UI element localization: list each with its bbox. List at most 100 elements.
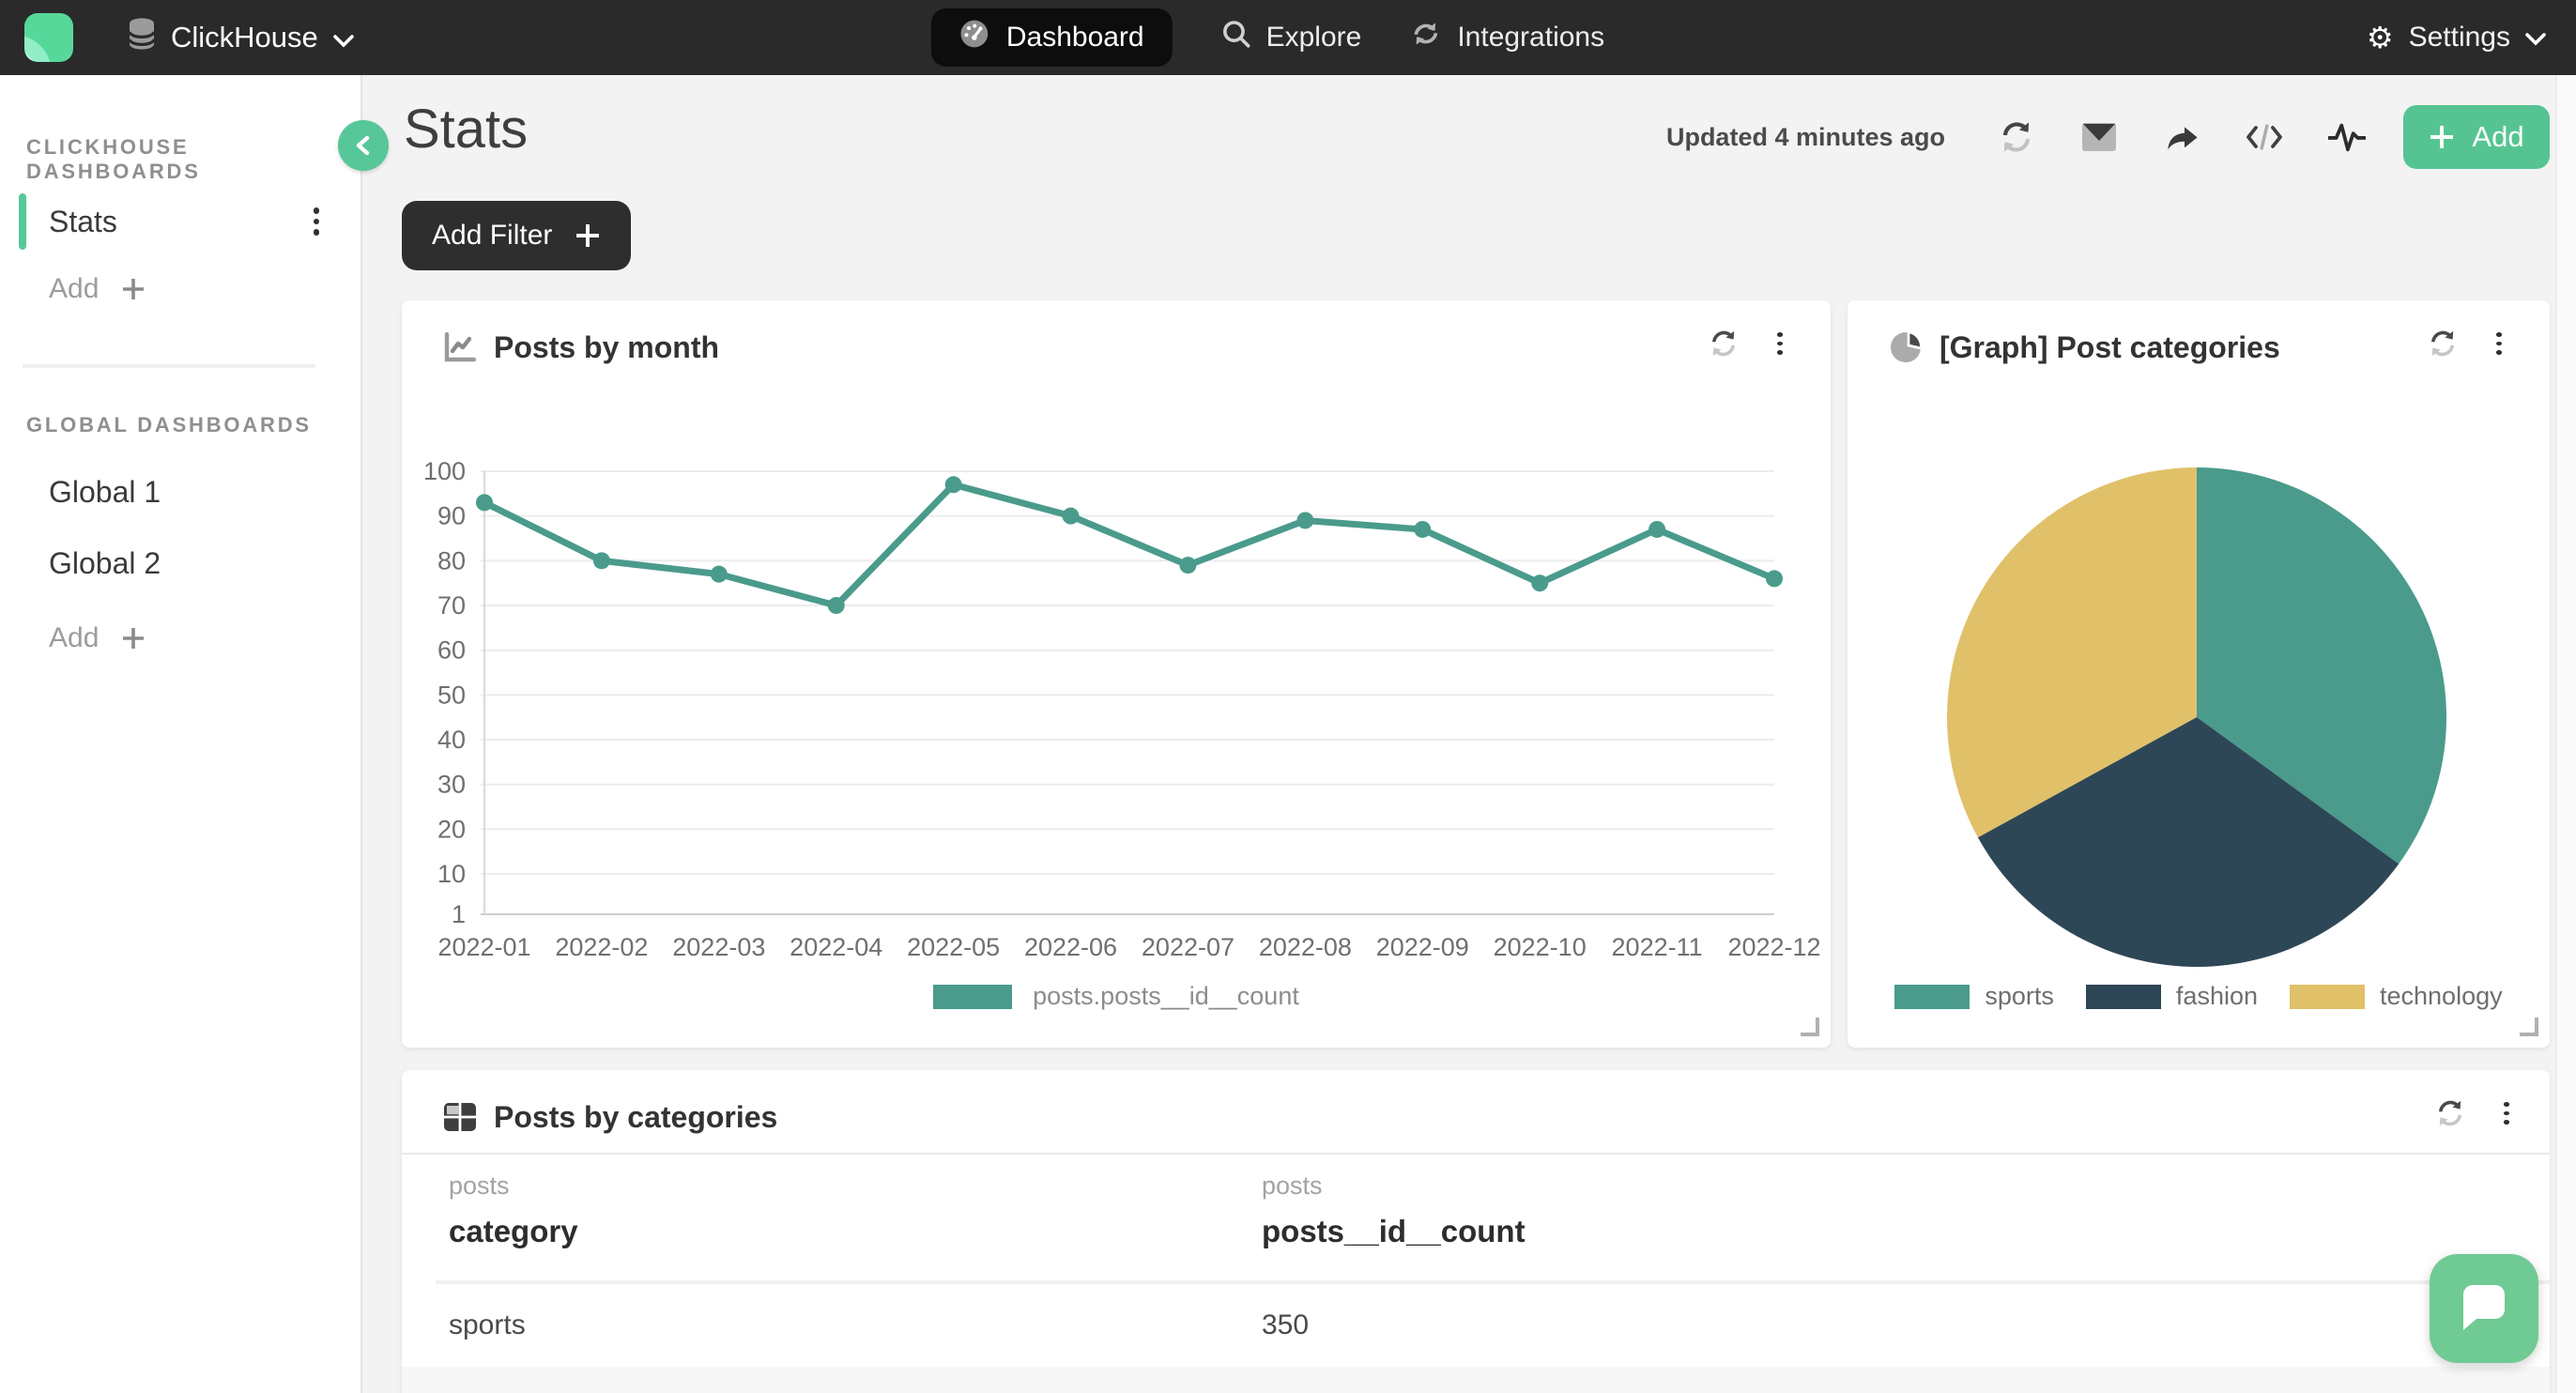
svg-text:2022-12: 2022-12	[1727, 933, 1820, 961]
column-name-label: posts__id__count	[1262, 1214, 1526, 1248]
pie-slice-fashion[interactable]	[1977, 717, 2400, 967]
data-point[interactable]	[827, 597, 845, 615]
svg-text:10: 10	[437, 860, 466, 888]
main-nav-tabs: Dashboard Explore	[930, 0, 1604, 75]
top-navbar: ClickHouse Dashboard	[0, 0, 2576, 75]
svg-text:80: 80	[437, 546, 466, 574]
y-axis-labels: 1 10 20 30 40 50 60 70 80 90 100	[423, 457, 466, 928]
card-refresh-button[interactable]	[1707, 327, 1740, 360]
svg-text:2022-05: 2022-05	[907, 933, 1000, 961]
legend-item-technology[interactable]: technology	[2290, 982, 2503, 1011]
sidebar-item-global-2[interactable]: Global 2	[0, 531, 362, 595]
svg-text:2022-01: 2022-01	[437, 933, 530, 961]
tab-explore[interactable]: Explore	[1221, 8, 1362, 67]
column-header-posts__id__count[interactable]: posts posts__id__count	[1262, 1171, 2550, 1249]
column-group-label: posts	[449, 1171, 510, 1200]
svg-text:2022-11: 2022-11	[1612, 933, 1703, 961]
scrollbar-track[interactable]	[2555, 75, 2576, 1393]
svg-text:2022-10: 2022-10	[1494, 933, 1587, 961]
x-axis-labels: 2022-01 2022-02 2022-03 2022-04 2022-05 2022-…	[437, 933, 1820, 961]
legend-item-fashion[interactable]: fashion	[2085, 982, 2258, 1011]
gauge-icon	[959, 19, 989, 56]
plus-icon	[123, 279, 145, 299]
collapse-sidebar-button[interactable]	[338, 120, 389, 171]
chevron-left-icon	[356, 135, 370, 156]
tab-label: Explore	[1265, 22, 1362, 53]
data-point[interactable]	[710, 565, 728, 583]
svg-text:2022-06: 2022-06	[1024, 933, 1117, 961]
card-header-divider	[402, 1153, 2550, 1155]
sidebar-add-global-button[interactable]: Add	[49, 616, 146, 661]
updated-status: Updated 4 minutes ago	[1665, 122, 1945, 151]
data-point[interactable]	[1414, 520, 1432, 538]
svg-text:2022-03: 2022-03	[672, 933, 765, 961]
legend-label: posts.posts__id__count	[1033, 982, 1299, 1010]
database-icon	[128, 17, 156, 58]
chat-button[interactable]	[2430, 1254, 2538, 1363]
data-point[interactable]	[1531, 574, 1549, 592]
card-menu-button[interactable]	[1763, 327, 1797, 360]
pie-chart-icon	[1891, 330, 1923, 362]
data-point[interactable]	[1179, 557, 1197, 574]
embed-button[interactable]	[2246, 118, 2283, 156]
search-icon	[1221, 19, 1251, 56]
gear-icon: ⚙	[2366, 21, 2394, 54]
data-point[interactable]	[1648, 520, 1666, 538]
data-point[interactable]	[476, 494, 493, 512]
sidebar-item-label: Stats	[49, 204, 117, 238]
card-title: Posts by month	[494, 329, 720, 364]
table-header-row: posts category posts posts__id__count	[402, 1171, 2550, 1249]
tab-dashboard[interactable]: Dashboard	[930, 8, 1173, 67]
settings-label: Settings	[2408, 22, 2510, 53]
svg-text:2022-08: 2022-08	[1259, 933, 1352, 961]
chart-legend[interactable]: posts.posts__id__count	[402, 982, 1831, 1011]
line-chart-icon	[444, 331, 477, 362]
sidebar-item-global-1[interactable]: Global 1	[0, 460, 362, 524]
refresh-icon	[2002, 122, 2031, 152]
project-switcher[interactable]: ClickHouse	[128, 17, 354, 58]
refresh-icon	[2439, 1100, 2461, 1126]
share-button[interactable]	[2163, 118, 2200, 156]
line-series	[476, 476, 1783, 615]
resize-handle[interactable]	[1801, 1018, 1819, 1036]
card-menu-button[interactable]	[2490, 1096, 2523, 1130]
refresh-icon	[2431, 330, 2454, 357]
svg-text:50: 50	[437, 681, 466, 709]
svg-text:60: 60	[437, 636, 466, 665]
data-point[interactable]	[944, 476, 962, 494]
dashboard-options-button[interactable]	[304, 202, 329, 240]
refresh-icon	[1712, 330, 1735, 357]
email-button[interactable]	[2080, 118, 2118, 156]
data-point[interactable]	[1766, 570, 1783, 588]
sidebar-add-dashboard-button[interactable]: Add	[49, 267, 146, 312]
pie-slice-technology[interactable]	[1947, 467, 2197, 838]
refresh-button[interactable]	[1998, 118, 2035, 156]
card-refresh-button[interactable]	[2426, 327, 2460, 360]
chat-icon	[2463, 1285, 2505, 1330]
data-point[interactable]	[1296, 512, 1314, 529]
card-menu-button[interactable]	[2482, 327, 2516, 360]
add-filter-button[interactable]: Add Filter	[402, 201, 632, 270]
resize-handle[interactable]	[2520, 1018, 2538, 1036]
table-cell: 350	[1262, 1309, 1310, 1340]
legend-item-sports[interactable]: sports	[1894, 982, 2054, 1011]
svg-text:90: 90	[437, 502, 466, 530]
page-title: Stats	[404, 99, 529, 160]
app-logo[interactable]	[24, 13, 73, 62]
add-tile-button[interactable]: Add	[2403, 105, 2550, 169]
svg-text:20: 20	[437, 815, 466, 843]
settings-menu[interactable]: ⚙ Settings	[2367, 0, 2546, 75]
svg-text:2022-04: 2022-04	[790, 933, 882, 961]
data-point[interactable]	[1062, 507, 1080, 525]
svg-text:100: 100	[423, 457, 466, 485]
plus-icon	[2430, 126, 2454, 148]
pulse-icon	[2328, 123, 2366, 152]
tab-integrations[interactable]: Integrations	[1410, 8, 1604, 67]
data-point[interactable]	[592, 552, 610, 570]
sidebar-item-stats[interactable]: Stats	[0, 188, 362, 255]
column-header-category[interactable]: posts category	[449, 1171, 1262, 1249]
card-refresh-button[interactable]	[2433, 1096, 2467, 1130]
pie-slice-sports[interactable]	[2197, 467, 2446, 865]
activity-button[interactable]	[2328, 118, 2366, 156]
legend-label: sports	[1985, 982, 2054, 1010]
